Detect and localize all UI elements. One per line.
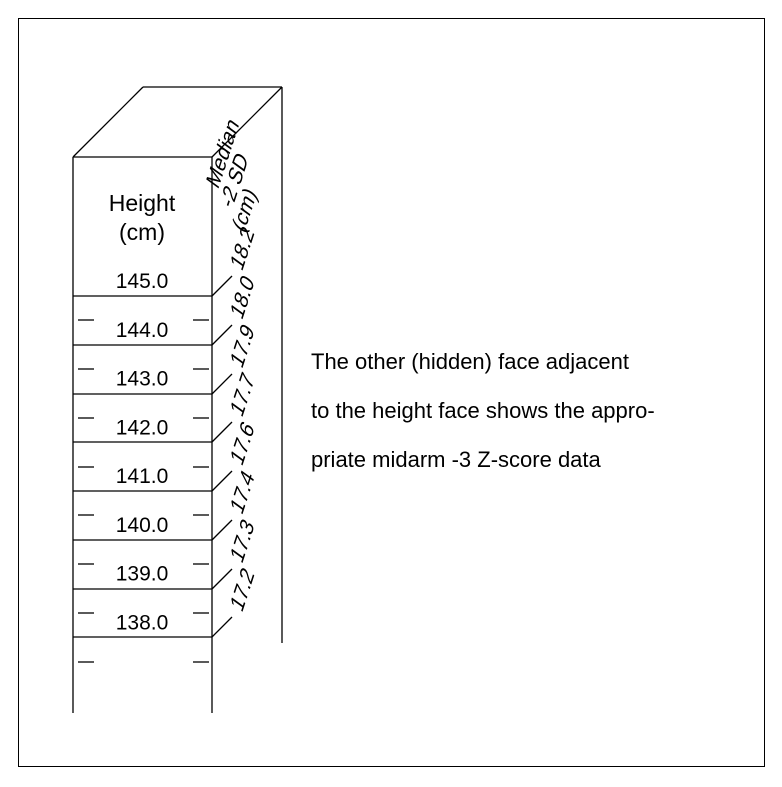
note-line: to the height face shows the appro- [311,398,655,423]
height-value: 145.0 [116,270,169,293]
midarm-value: 17.2 [226,563,259,616]
midarm-value: 17.7 [226,368,259,421]
side-division-line [211,616,233,638]
note-line: priate midarm -3 Z-score data [311,447,601,472]
figure-frame [18,18,765,767]
side-division-line [211,324,233,346]
side-division-line [211,470,233,492]
side-division-line [211,275,233,297]
height-header-line1: Height [109,190,176,216]
note-line: The other (hidden) face adjacent [311,349,629,374]
midarm-value: 18.2 [226,222,259,275]
height-value: 139.0 [116,563,169,586]
stick-top-right-edge [211,86,283,158]
midarm-value: 17.3 [226,514,259,567]
stick-top-left-edge [72,86,144,158]
midarm-value: 17.6 [226,417,259,470]
height-header-line2: (cm) [119,219,165,245]
side-division-line [211,421,233,443]
side-division-line [211,373,233,395]
height-value: 143.0 [116,368,169,391]
height-value: 144.0 [116,319,169,342]
height-value: 138.0 [116,611,169,634]
midarm-value: 17.9 [226,319,259,372]
midarm-value: 18.0 [226,270,259,323]
height-value: 140.0 [116,514,169,537]
hidden-face-note: The other (hidden) face adjacent to the … [311,337,751,484]
side-division-line [211,568,233,590]
height-value: 142.0 [116,416,169,439]
height-value: 141.0 [116,465,169,488]
midarm-value: 17.4 [226,465,259,518]
side-division-line [211,519,233,541]
